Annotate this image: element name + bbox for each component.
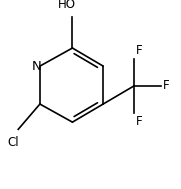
Text: F: F xyxy=(163,80,169,92)
Text: N: N xyxy=(31,60,41,73)
Text: HO: HO xyxy=(58,0,76,11)
Text: F: F xyxy=(136,115,142,128)
Text: F: F xyxy=(136,44,142,57)
Text: Cl: Cl xyxy=(7,136,19,149)
